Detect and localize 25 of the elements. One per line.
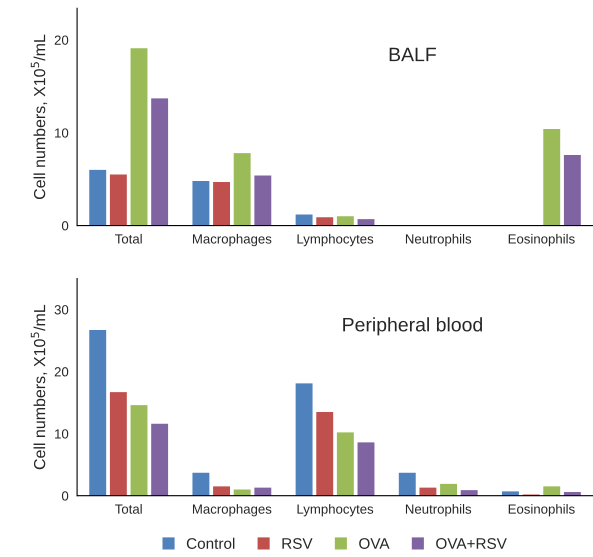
x-tick-label: Lymphocytes [298, 504, 374, 516]
text: BALF [390, 48, 436, 62]
y-tick-label: 30 [54, 305, 68, 314]
x-tick-label: Eosinophils [508, 234, 575, 246]
y-tick-label: 10 [55, 429, 68, 439]
x-tick-label: Neutrophils [406, 504, 472, 516]
text: Peripheral blood [343, 317, 482, 336]
x-tick-label: Neutrophils [406, 234, 472, 246]
y-tick-label: 0 [62, 491, 68, 501]
legend-label: RSV [282, 538, 313, 549]
legend-label: OVA+RSV [436, 538, 507, 549]
y-axis-title: Cell numbers, X10$^{5}$/mL [30, 304, 48, 470]
x-tick-label: Macrophages [192, 234, 272, 246]
x-tick-label: Eosinophils [508, 504, 575, 516]
x-tick-label: Total [115, 234, 142, 244]
y-tick-label: 0 [62, 221, 68, 230]
x-tick-label: Total [115, 504, 142, 514]
y-tick-label: 10 [55, 128, 68, 138]
y-tick-label: 20 [54, 367, 68, 377]
y-tick-label: 20 [54, 35, 68, 45]
x-tick-label: Macrophages [192, 504, 272, 516]
legend-label: OVA [359, 538, 390, 549]
legend-label: Control [186, 538, 234, 549]
y-axis-title: Cell numbers, X10$^{5}$/mL [30, 34, 48, 200]
x-tick-label: Lymphocytes [298, 234, 374, 246]
